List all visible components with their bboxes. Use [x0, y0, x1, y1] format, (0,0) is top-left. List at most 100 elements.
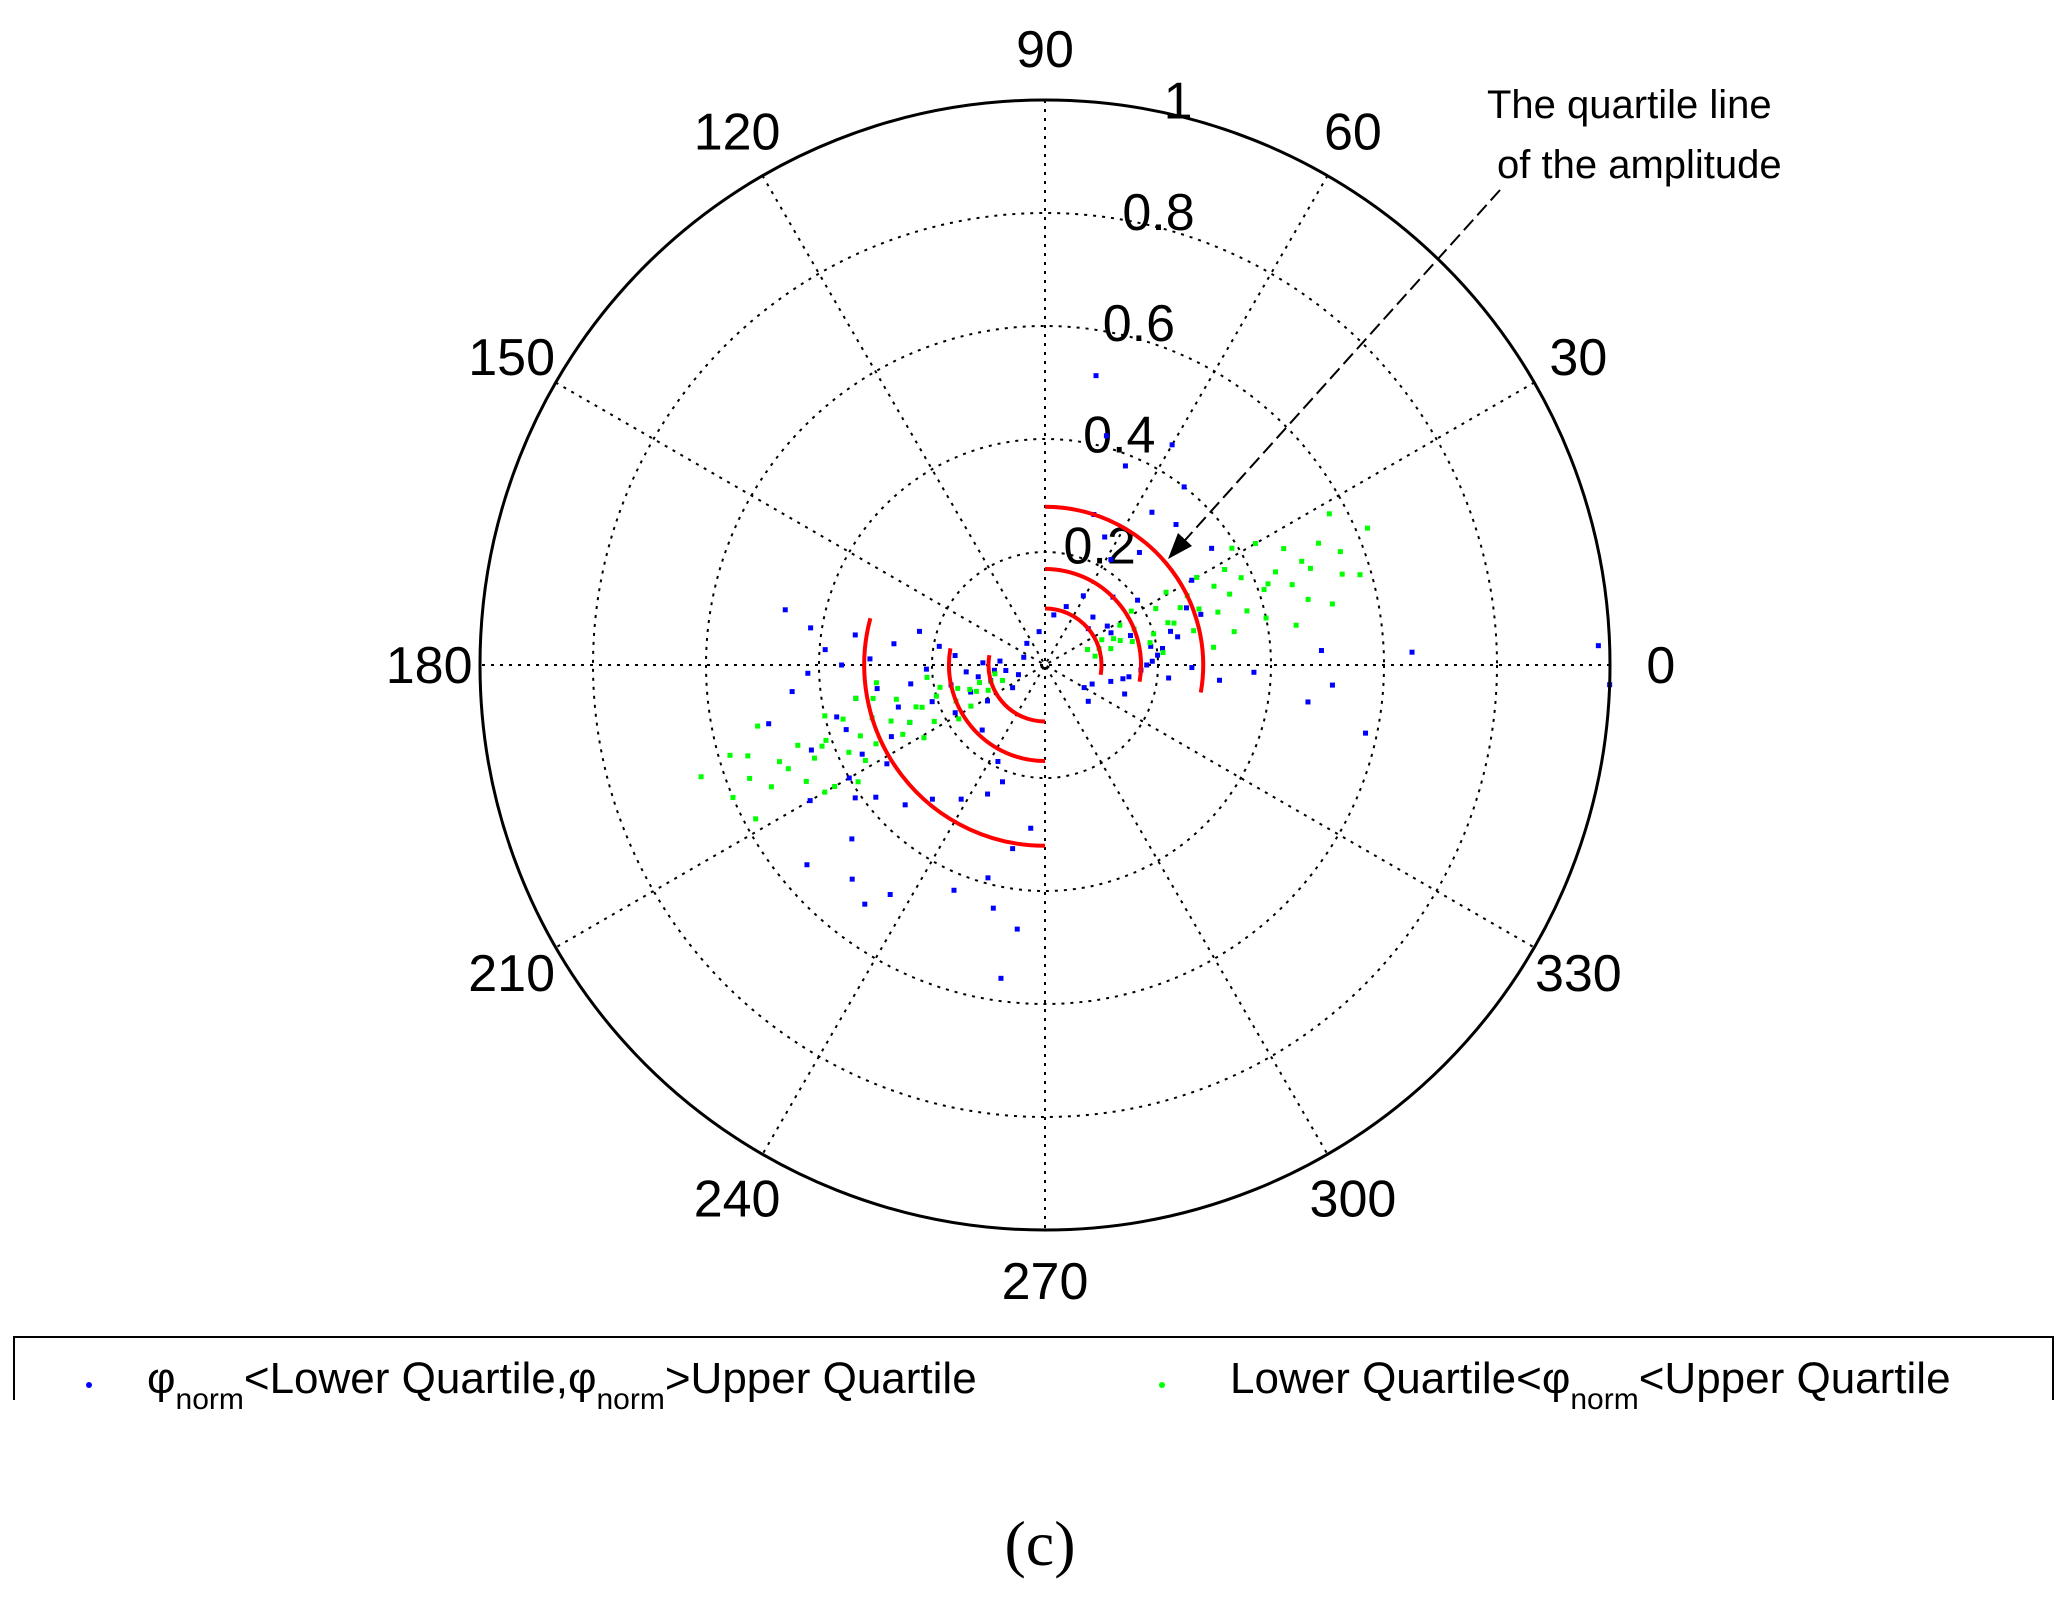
- series-0-point-111: [874, 686, 880, 692]
- series-0-point-102: [998, 975, 1004, 981]
- series-1-point-7: [1196, 606, 1202, 612]
- series-0-point-76: [985, 791, 991, 797]
- series-0-point-92: [849, 836, 855, 842]
- series-0-point-77: [999, 779, 1005, 785]
- series-0-point-56: [1409, 649, 1415, 655]
- series-0-point-87: [891, 641, 897, 647]
- series-1-point-76: [937, 684, 943, 690]
- series-1-point-80: [873, 680, 879, 686]
- legend-entry-1-text-1: <Lower Quartile,: [244, 1354, 568, 1403]
- series-1-point-43: [1111, 636, 1117, 642]
- series-0-point-71: [846, 775, 852, 781]
- series-1-point-32: [1329, 601, 1335, 607]
- series-0-point-42: [1036, 629, 1042, 635]
- angle-tick-270: 270: [1002, 1253, 1089, 1311]
- series-1-point-0: [1084, 647, 1090, 653]
- legend-entry-1-sub-2: norm: [596, 1383, 664, 1416]
- series-1-point-88: [924, 674, 930, 680]
- angle-tick-labels: 0 30 60 90 120 150 180 210 240 270 300 330: [386, 21, 1676, 1311]
- series-0-point-113: [862, 901, 868, 907]
- angle-tick-300: 300: [1310, 1170, 1397, 1228]
- series-0-point-54: [1595, 643, 1601, 649]
- series-1-point-75: [931, 718, 937, 724]
- series-1-point-34: [1252, 541, 1258, 547]
- legend-marker-blue: [86, 1382, 92, 1388]
- series-1-point-73: [870, 695, 876, 701]
- angle-tick-210: 210: [468, 945, 555, 1003]
- series-0-point-11: [1103, 433, 1109, 439]
- series-0-point-49: [1189, 665, 1195, 671]
- series-1-point-30: [1211, 644, 1217, 650]
- series-1-point-25: [1153, 606, 1159, 612]
- series-0-point-1: [1090, 614, 1096, 620]
- angle-tick-330: 330: [1535, 945, 1622, 1003]
- series-0-point-47: [1149, 658, 1155, 664]
- series-0-point-63: [884, 761, 890, 767]
- series-1-point-6: [1177, 605, 1183, 611]
- series-1-point-55: [919, 704, 925, 710]
- series-0-point-95: [887, 892, 893, 898]
- series-0-point-40: [1063, 604, 1069, 610]
- series-0-point-50: [1122, 691, 1128, 697]
- series-0-point-31: [1216, 677, 1222, 683]
- series-1-point-14: [1307, 565, 1313, 571]
- series-0-point-80: [985, 698, 991, 704]
- series-0-point-107: [975, 674, 981, 680]
- series-0-point-44: [1021, 654, 1027, 660]
- series-0-point-60: [908, 681, 914, 687]
- legend-entry-1-sub-1: norm: [176, 1383, 244, 1416]
- series-0-point-112: [859, 751, 865, 757]
- series-0-point-99: [1028, 825, 1034, 831]
- series-1-point-26: [1147, 640, 1153, 646]
- series-1-point-79: [992, 671, 998, 677]
- series-1-point-28: [1108, 646, 1114, 652]
- series-1-point-72: [862, 757, 868, 763]
- series-0-point-98: [1010, 846, 1016, 852]
- series-0-point-34: [1329, 682, 1335, 688]
- series-1-point-1: [1099, 637, 1105, 643]
- series-0-point-17: [1183, 605, 1189, 611]
- series-1-point-67: [730, 794, 736, 800]
- series-0-point-79: [979, 727, 985, 733]
- series-1-point-17: [1364, 525, 1370, 531]
- series-1-point-51: [985, 687, 991, 693]
- series-0-point-32: [1251, 669, 1257, 675]
- series-1-point-4: [1151, 631, 1157, 637]
- series-1-point-37: [1128, 608, 1134, 614]
- series-0-point-101: [1014, 926, 1020, 932]
- series-0-point-53: [1104, 623, 1110, 629]
- series-1-point-61: [823, 737, 829, 743]
- series-0-point-25: [1085, 698, 1091, 704]
- quartile-arc-3: [986, 654, 1046, 724]
- series-1-point-5: [1165, 620, 1171, 626]
- radius-grid-circle-3: [592, 212, 1498, 1118]
- series-0-point-100: [990, 905, 996, 911]
- quartile-arc-5: [862, 617, 1046, 848]
- series-0-point-116: [834, 714, 840, 720]
- legend-entry-2-text-2: <Upper Quartile: [1639, 1354, 1951, 1403]
- series-1-point-66: [747, 775, 753, 781]
- series-1-point-84: [832, 783, 838, 789]
- radius-tick-labels: 0.20.40.60.81: [1063, 73, 1194, 576]
- annotation-line-2: of the amplitude: [1497, 143, 1782, 187]
- series-1-point-78: [977, 680, 983, 686]
- series-0-point-26: [1120, 676, 1126, 682]
- series-0-point-72: [873, 794, 879, 800]
- series-0-point-48: [1166, 675, 1172, 681]
- angle-tick-180: 180: [386, 637, 473, 695]
- series-0-point-39: [1136, 549, 1142, 555]
- series-1-point-87: [956, 716, 962, 722]
- series-0-point-45: [1015, 672, 1021, 678]
- series-1-point-49: [1339, 571, 1345, 577]
- legend-entry-1-symbol-1: φ: [147, 1354, 176, 1403]
- series-1-point-41: [1289, 582, 1295, 588]
- series-1-point-50: [1000, 677, 1006, 683]
- series-1-point-13: [1281, 546, 1287, 552]
- angle-tick-150: 150: [468, 329, 555, 387]
- series-1-point-9: [1227, 591, 1233, 597]
- legend-entry-2-text-1: Lower Quartile<: [1230, 1354, 1542, 1403]
- series-0-point-115: [805, 670, 811, 676]
- series-1-point-19: [1305, 596, 1311, 602]
- series-0-point-33: [1305, 699, 1311, 705]
- series-1-point-57: [888, 718, 894, 724]
